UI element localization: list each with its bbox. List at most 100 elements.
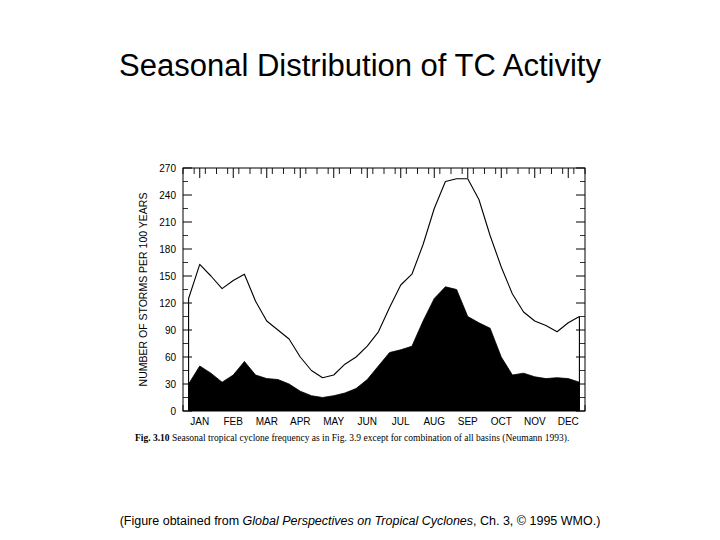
x-minor-tick <box>462 168 463 174</box>
source: (Figure obtained from Global Perspective… <box>0 514 720 528</box>
x-tick-label: OCT <box>491 416 512 427</box>
y-minor-tick <box>580 208 585 209</box>
caption-text: Seasonal tropical cyclone frequency as i… <box>172 433 569 443</box>
x-tick <box>467 168 468 178</box>
x-minor-tick <box>406 405 407 411</box>
x-tick-label: SEP <box>458 416 478 427</box>
x-minor-tick <box>350 168 351 174</box>
y-minor-tick <box>183 208 188 209</box>
x-minor-tick <box>428 405 429 411</box>
y-minor-tick <box>183 343 188 344</box>
x-minor-tick <box>495 405 496 411</box>
x-tick <box>568 401 569 411</box>
x-minor-tick <box>562 168 563 174</box>
x-minor-tick <box>238 168 239 174</box>
x-tick <box>534 168 535 178</box>
y-minor-tick <box>183 289 188 290</box>
y-minor-tick <box>580 235 585 236</box>
y-tick <box>576 276 585 277</box>
y-tick-label: 120 <box>159 298 176 309</box>
x-tick-label: DEC <box>558 416 579 427</box>
x-minor-tick <box>205 405 206 411</box>
x-minor-tick <box>305 405 306 411</box>
y-minor-tick <box>183 262 188 263</box>
x-minor-tick <box>518 168 519 174</box>
x-minor-tick <box>384 405 385 411</box>
x-minor-tick <box>439 405 440 411</box>
frame <box>183 168 585 411</box>
area-series <box>189 287 580 411</box>
y-tick-label: 270 <box>159 163 176 174</box>
data-group <box>189 179 580 411</box>
x-minor-tick <box>484 168 485 174</box>
x-tick-label: AUG <box>423 416 445 427</box>
y-minor-tick <box>183 397 188 398</box>
x-tick <box>367 401 368 411</box>
x-minor-tick <box>328 405 329 411</box>
x-tick <box>233 168 234 178</box>
y-tick-label: 90 <box>165 325 177 336</box>
x-tick <box>266 168 267 178</box>
y-minor-tick <box>580 289 585 290</box>
y-tick <box>183 195 192 196</box>
y-minor-tick <box>183 316 188 317</box>
x-minor-tick <box>417 405 418 411</box>
y-tick <box>576 384 585 385</box>
y-tick <box>576 249 585 250</box>
x-minor-tick <box>361 405 362 411</box>
x-minor-tick <box>428 168 429 174</box>
x-minor-tick <box>183 168 184 174</box>
x-minor-tick <box>272 405 273 411</box>
x-minor-tick <box>495 168 496 174</box>
x-minor-tick <box>250 168 251 174</box>
x-minor-tick <box>529 405 530 411</box>
x-minor-tick <box>216 168 217 174</box>
x-minor-tick <box>216 405 217 411</box>
x-minor-tick <box>261 405 262 411</box>
x-minor-tick <box>317 168 318 174</box>
x-minor-tick <box>573 405 574 411</box>
x-minor-tick <box>261 168 262 174</box>
x-minor-tick <box>272 168 273 174</box>
y-tick-label: 150 <box>159 271 176 282</box>
x-tick-label: JUN <box>358 416 377 427</box>
x-tick <box>400 168 401 178</box>
y-minor-tick <box>580 397 585 398</box>
x-tick <box>434 401 435 411</box>
y-tick <box>183 411 192 412</box>
y-tick-label: 180 <box>159 244 176 255</box>
y-minor-tick <box>183 235 188 236</box>
x-minor-tick <box>250 405 251 411</box>
x-minor-tick <box>328 168 329 174</box>
caption: Fig. 3.10 Seasonal tropical cyclone freq… <box>135 433 590 444</box>
x-minor-tick <box>585 405 586 411</box>
y-minor-tick <box>183 181 188 182</box>
y-tick-label: 30 <box>165 379 177 390</box>
x-minor-tick <box>350 405 351 411</box>
x-tick <box>199 168 200 178</box>
x-tick <box>233 401 234 411</box>
y-tick <box>576 330 585 331</box>
x-minor-tick <box>406 168 407 174</box>
y-tick-label: 0 <box>170 406 176 417</box>
x-minor-tick <box>473 168 474 174</box>
area-series <box>189 179 580 411</box>
x-tick <box>568 168 569 178</box>
y-tick <box>183 303 192 304</box>
y-minor-tick <box>580 343 585 344</box>
y-tick-label: 210 <box>159 217 176 228</box>
x-minor-tick <box>540 168 541 174</box>
x-minor-tick <box>305 168 306 174</box>
y-tick <box>576 411 585 412</box>
x-minor-tick <box>529 168 530 174</box>
x-minor-tick <box>361 168 362 174</box>
x-minor-tick <box>551 168 552 174</box>
y-tick-label: 60 <box>165 352 177 363</box>
x-minor-tick <box>551 405 552 411</box>
x-minor-tick <box>506 405 507 411</box>
y-tick <box>576 222 585 223</box>
x-tick <box>266 401 267 411</box>
x-minor-tick <box>395 168 396 174</box>
x-minor-tick <box>339 168 340 174</box>
x-minor-tick <box>183 405 184 411</box>
